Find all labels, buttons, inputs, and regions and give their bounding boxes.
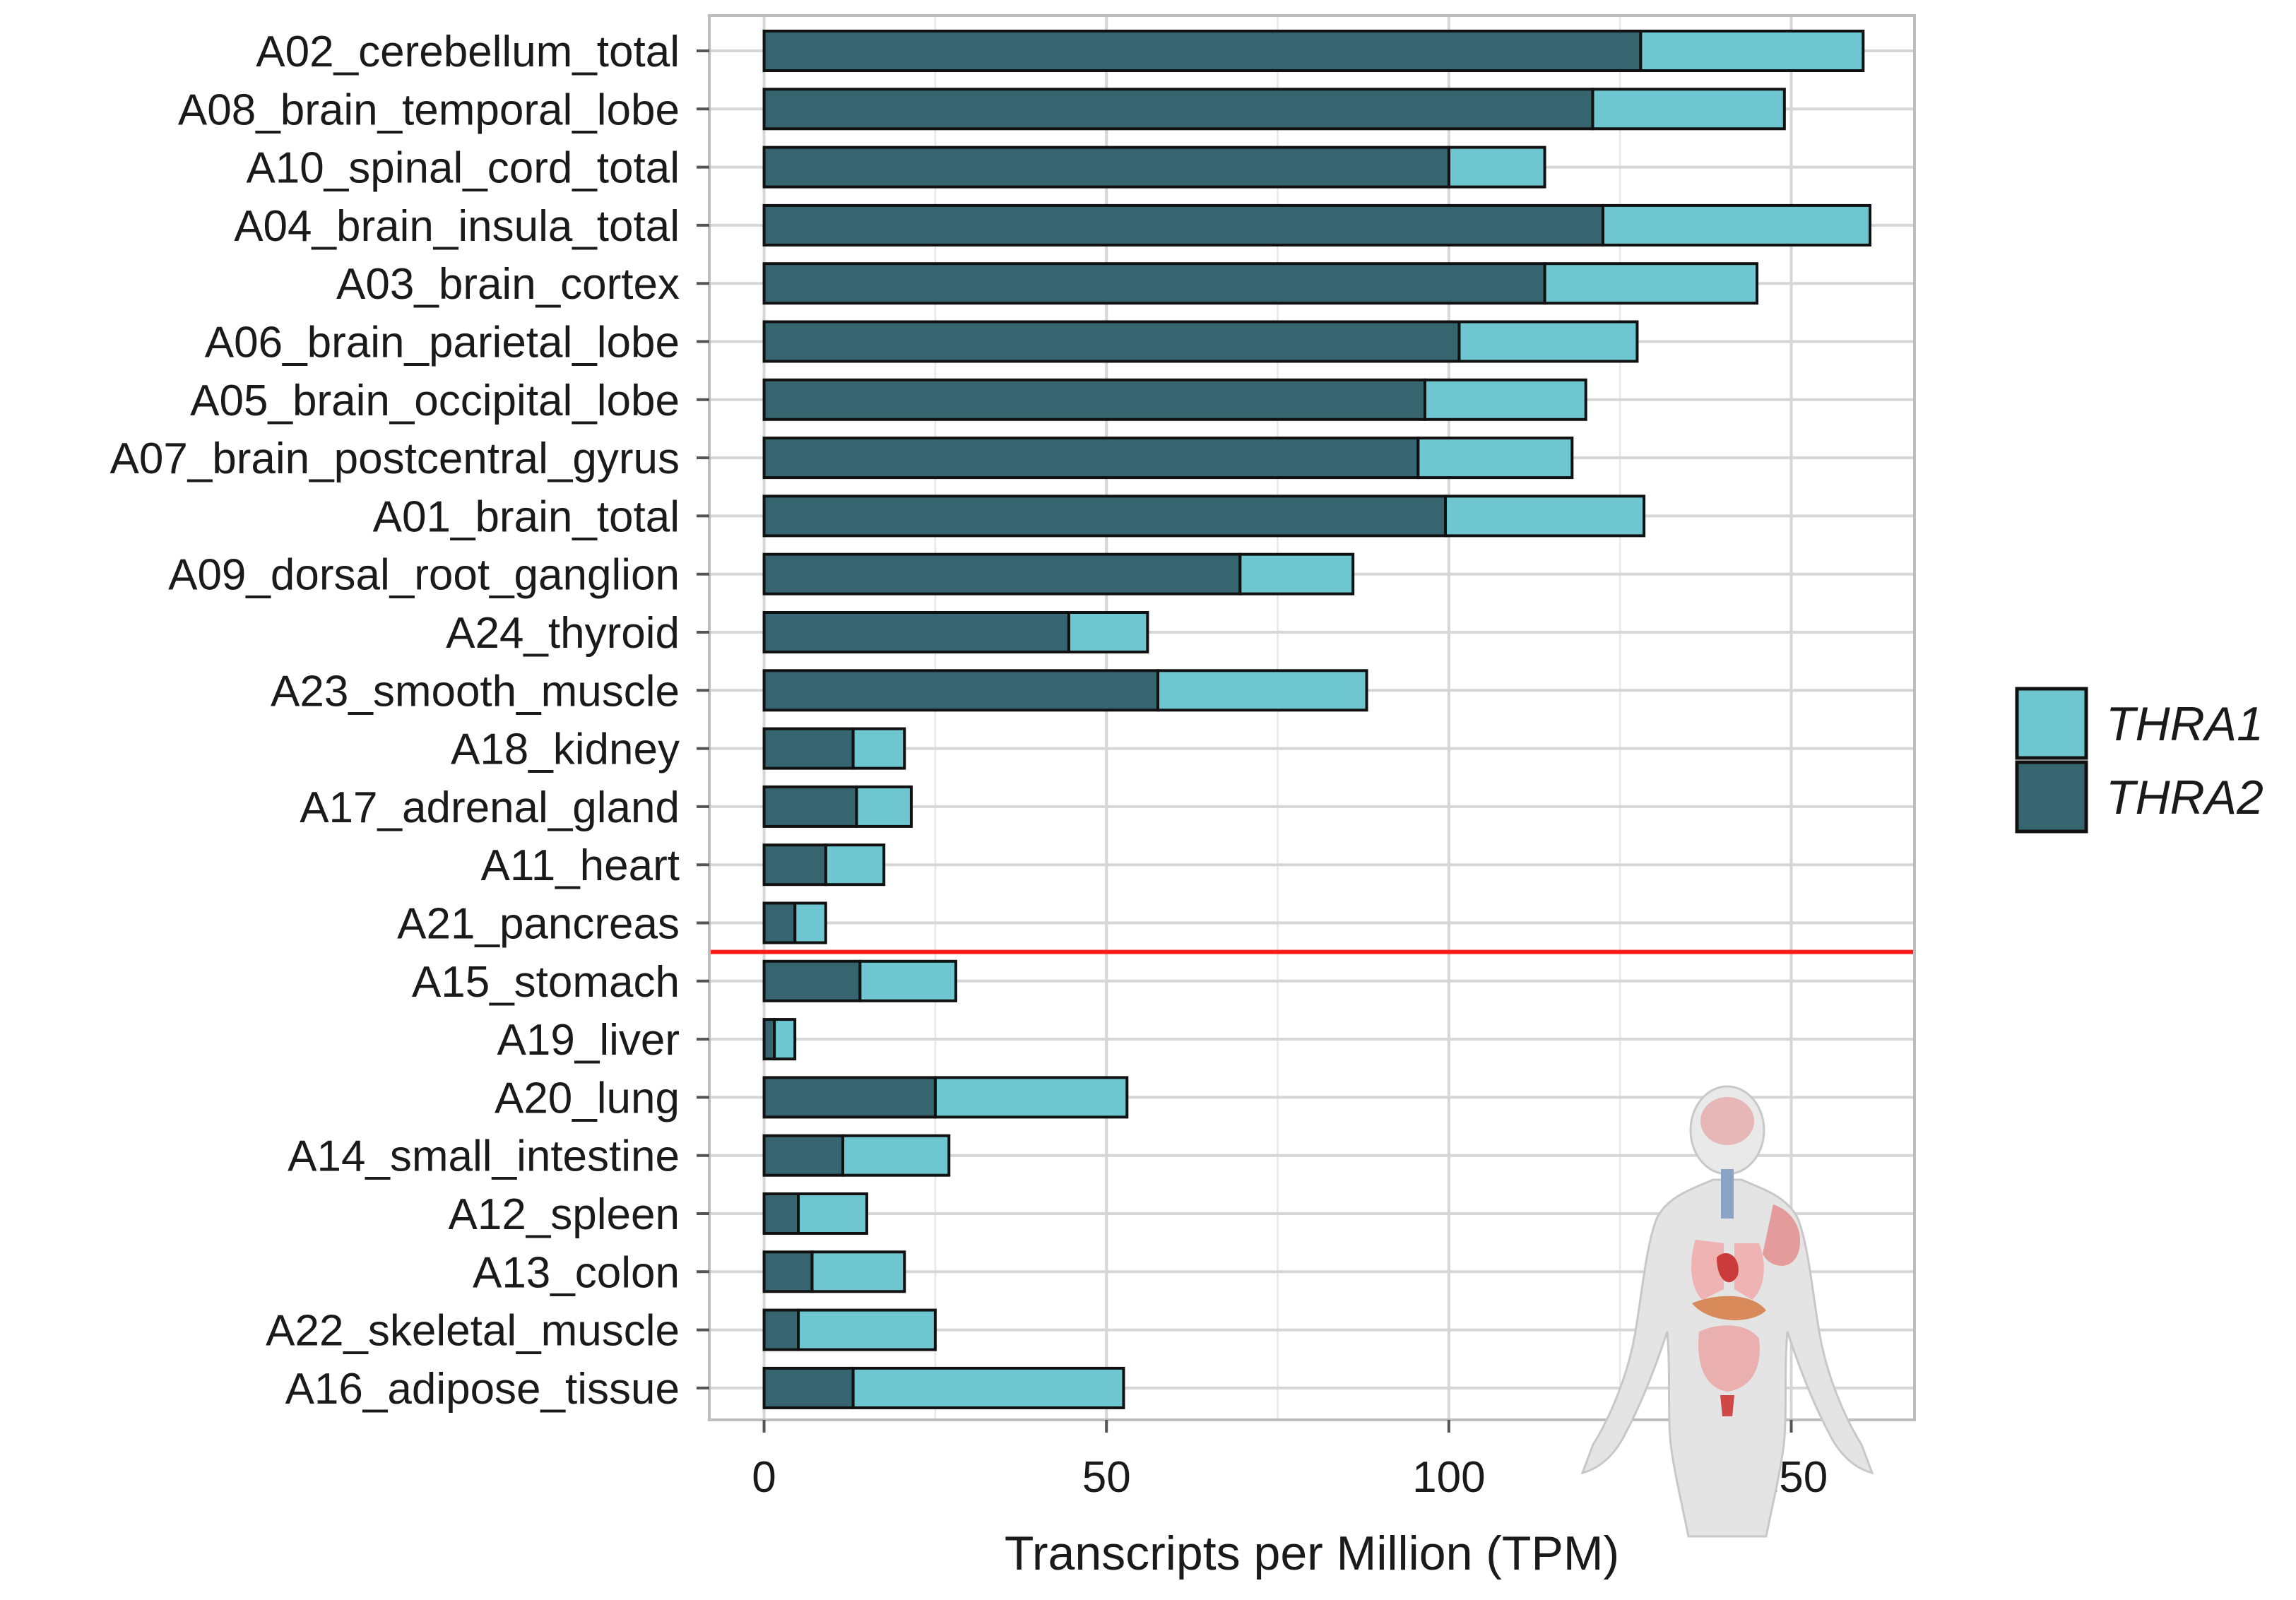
bar-thra1-A01_brain_total — [1444, 494, 1646, 538]
bar-thra1-A23_smooth_muscle — [1156, 669, 1368, 712]
bar-thra2-A12_spleen — [762, 1192, 800, 1235]
bar-thra2-A23_smooth_muscle — [762, 669, 1159, 712]
bar-thra1-A21_pancreas — [793, 901, 827, 944]
bar-thra2-A02_cerebellum_total — [762, 30, 1643, 72]
bar-thra1-A04_brain_insula_total — [1601, 203, 1871, 247]
y-axis: A02_cerebellum_total A08_brain_temporal_l… — [110, 28, 709, 1414]
y-tick-label: A22_skeletal_muscle — [266, 1307, 680, 1356]
y-tick-label: A16_adipose_tissue — [285, 1365, 680, 1414]
y-tick-label: A05_brain_occipital_lobe — [190, 377, 680, 425]
bar-thra2-A08_brain_temporal_lobe — [762, 88, 1594, 131]
y-tick-label: A01_brain_total — [373, 492, 680, 541]
bar-thra2-A17_adrenal_gland — [762, 785, 858, 828]
x-tick-label: 0 — [752, 1453, 776, 1502]
y-tick-label: A02_cerebellum_total — [256, 28, 680, 76]
bar-thra1-A02_cerebellum_total — [1639, 30, 1865, 72]
y-tick-label: A24_thyroid — [446, 609, 680, 658]
y-tick-label: A03_brain_cortex — [336, 260, 680, 309]
x-axis-title: Transcripts per Million (TPM) — [1005, 1527, 1619, 1580]
y-tick-label: A15_stomach — [412, 958, 680, 1007]
bar-thra2-A18_kidney — [762, 727, 855, 770]
y-tick-label: A17_adrenal_gland — [300, 783, 680, 832]
bar-thra1-A20_lung — [933, 1076, 1129, 1119]
y-tick-label: A11_heart — [480, 841, 680, 890]
y-tick-label: A10_spinal_cord_total — [246, 144, 680, 193]
y-tick-label: A18_kidney — [451, 725, 680, 774]
bar-thra1-A24_thyroid — [1067, 611, 1149, 653]
bar-thra1-A13_colon — [810, 1250, 906, 1293]
bar-thra1-A14_small_intestine — [841, 1134, 951, 1177]
bar-thra2-A13_colon — [762, 1250, 814, 1293]
y-tick-label: A12_spleen — [449, 1190, 680, 1239]
bar-thra1-A12_spleen — [797, 1192, 868, 1235]
legend-label-thra2: THRA2 — [2106, 771, 2264, 824]
bar-thra1-A15_stomach — [858, 959, 957, 1002]
bar-thra2-A16_adipose_tissue — [762, 1366, 855, 1409]
bar-thra1-A18_kidney — [851, 727, 906, 770]
bar-thra2-A09_dorsal_root_ganglion — [762, 552, 1242, 595]
x-tick-label: 100 — [1412, 1453, 1485, 1502]
bar-thra1-A07_brain_postcentral_gyrus — [1416, 437, 1574, 480]
y-tick-label: A06_brain_parietal_lobe — [205, 319, 680, 367]
bar-thra2-A22_skeletal_muscle — [762, 1308, 800, 1351]
bar-thra2-A20_lung — [762, 1076, 937, 1119]
bar-thra2-A05_brain_occipital_lobe — [762, 378, 1426, 421]
bar-thra2-A07_brain_postcentral_gyrus — [762, 437, 1420, 480]
y-tick-label: A07_brain_postcentral_gyrus — [110, 434, 680, 483]
bar-thra1-A09_dorsal_root_ganglion — [1238, 552, 1355, 595]
bar-thra1-A03_brain_cortex — [1543, 262, 1759, 305]
bar-thra2-A11_heart — [762, 843, 827, 887]
bars — [762, 30, 1871, 1409]
y-tick-label: A09_dorsal_root_ganglion — [168, 551, 680, 600]
bar-thra2-A24_thyroid — [762, 611, 1070, 653]
bar-thra1-A11_heart — [824, 843, 886, 887]
y-tick-label: A20_lung — [495, 1074, 680, 1122]
bar-thra1-A05_brain_occipital_lobe — [1423, 378, 1587, 421]
plot-panel-border — [708, 14, 1916, 1421]
bar-thra1-A22_skeletal_muscle — [797, 1308, 937, 1351]
bar-thra1-A08_brain_temporal_lobe — [1591, 88, 1786, 131]
y-tick-label: A23_smooth_muscle — [271, 667, 680, 716]
bar-thra2-A03_brain_cortex — [762, 262, 1546, 305]
bar-thra1-A16_adipose_tissue — [851, 1366, 1125, 1409]
y-tick-label: A13_colon — [473, 1248, 680, 1297]
bar-thra2-A15_stomach — [762, 959, 862, 1002]
legend-swatch-thra1 — [2015, 687, 2088, 760]
y-tick-label: A08_brain_temporal_lobe — [178, 85, 680, 134]
legend: THRA1 THRA2 — [2015, 687, 2264, 834]
legend-swatch-thra2 — [2015, 760, 2088, 834]
bar-thra2-A14_small_intestine — [762, 1134, 845, 1177]
bar-thra1-A06_brain_parietal_lobe — [1457, 320, 1639, 363]
bar-thra1-A17_adrenal_gland — [855, 785, 913, 828]
y-tick-label: A21_pancreas — [397, 900, 680, 949]
y-tick-label: A19_liver — [497, 1016, 680, 1065]
bar-thra2-A21_pancreas — [762, 901, 797, 944]
x-tick-label: 50 — [1082, 1453, 1131, 1502]
legend-label-thra1: THRA1 — [2106, 697, 2264, 751]
bar-thra1-A19_liver — [773, 1018, 797, 1061]
y-tick-label: A14_small_intestine — [288, 1132, 680, 1181]
human-anatomy-icon — [1580, 1085, 1874, 1538]
bar-thra2-A04_brain_insula_total — [762, 203, 1604, 247]
bar-thra1-A10_spinal_cord_total — [1447, 146, 1546, 189]
bar-thra2-A10_spinal_cord_total — [762, 146, 1450, 189]
bar-thra2-A19_liver — [762, 1018, 776, 1061]
bar-thra2-A06_brain_parietal_lobe — [762, 320, 1461, 363]
bar-thra2-A01_brain_total — [762, 494, 1448, 538]
y-tick-label: A04_brain_insula_total — [234, 202, 680, 251]
